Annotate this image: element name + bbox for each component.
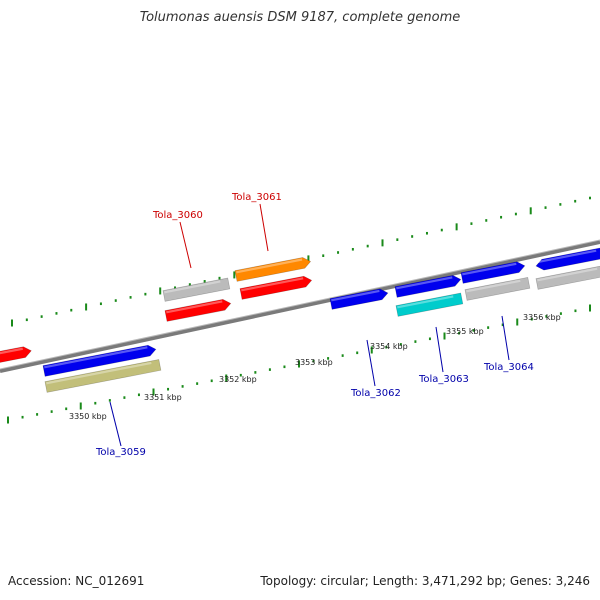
genome-summary-text: Topology: circular; Length: 3,471,292 bp… <box>260 574 590 588</box>
leader-Tola_3062 <box>366 339 376 387</box>
feature-blue-3-shine <box>462 262 517 276</box>
feature-gray-1-body[interactable] <box>162 277 231 302</box>
leader-Tola_3060 <box>179 221 192 269</box>
label-leader-lines <box>109 203 510 447</box>
feature-orange-3061[interactable] <box>234 256 312 282</box>
feature-blue-3-body[interactable] <box>460 260 526 284</box>
feature-gray-3064-body[interactable] <box>464 277 531 301</box>
leader-Tola_3063 <box>435 326 444 373</box>
gene-label-Tola_3064[interactable]: Tola_3064 <box>483 362 534 373</box>
feature-cyan-3063-shine <box>397 295 454 309</box>
feature-red-left-body[interactable] <box>0 345 32 364</box>
tick-label-1: 3351 kbp <box>144 393 182 402</box>
feature-gray-3064-shine <box>466 279 521 293</box>
gene-label-Tola_3060[interactable]: Tola_3060 <box>152 210 203 221</box>
feature-blue-2-shine <box>396 276 453 290</box>
feature-red-3060-body[interactable] <box>164 298 232 322</box>
backbone-line <box>0 240 600 373</box>
feature-gray-4-body[interactable] <box>535 264 600 290</box>
feature-blue-3062[interactable] <box>329 288 389 310</box>
tick-label-4: 3354 kbp <box>370 342 408 351</box>
feature-blue-1[interactable] <box>42 344 157 377</box>
feature-blue-3[interactable] <box>460 260 526 284</box>
feature-khaki-3059-shine <box>46 361 152 385</box>
tick-label-3: 3353 kbp <box>295 358 333 367</box>
tick-label-2: 3352 kbp <box>219 375 257 384</box>
feature-red-2-shine <box>241 277 304 292</box>
feature-gray-1-shine <box>164 280 221 294</box>
feature-orange-3061-shine <box>236 258 303 274</box>
feature-gray-4-shine <box>537 267 598 282</box>
feature-cyan-3063-body[interactable] <box>395 292 464 317</box>
feature-blue-1-body[interactable] <box>42 344 157 377</box>
feature-blue-3062-shine <box>331 289 380 302</box>
tick-label-0: 3350 kbp <box>69 412 107 421</box>
feature-gray-1[interactable] <box>162 277 231 302</box>
feature-blue-4-shine <box>536 249 597 264</box>
feature-red-2-body[interactable] <box>239 275 313 300</box>
leader-Tola_3064 <box>501 315 510 361</box>
gene-labels: Tola_3060 Tola_3061 Tola_3059 Tola_3062 Tola… <box>95 192 534 458</box>
inner-tick-marks <box>7 304 591 424</box>
feature-blue-3062-body[interactable] <box>329 288 389 310</box>
backbone-highlight <box>0 239 600 370</box>
feature-red-left-shine <box>0 347 23 356</box>
gene-label-Tola_3059[interactable]: Tola_3059 <box>95 447 146 458</box>
feature-blue-1-shine <box>44 346 148 369</box>
gene-label-Tola_3061[interactable]: Tola_3061 <box>231 192 282 203</box>
feature-red-2[interactable] <box>239 275 313 300</box>
feature-gray-4[interactable] <box>535 264 600 290</box>
feature-gray-3064[interactable] <box>464 277 531 301</box>
genome-title: Tolumonas auensis DSM 9187, complete gen… <box>139 10 461 25</box>
genome-backbone <box>0 239 600 373</box>
feature-khaki-3059[interactable] <box>44 359 162 393</box>
leader-Tola_3061 <box>259 203 269 252</box>
feature-blue-4-body[interactable] <box>535 246 600 271</box>
feature-blue-4[interactable] <box>535 246 600 271</box>
tick-label-5: 3355 kbp <box>446 327 484 336</box>
accession-text: Accession: NC_012691 <box>8 574 145 588</box>
leader-Tola_3059 <box>109 401 122 447</box>
gene-label-Tola_3062[interactable]: Tola_3062 <box>350 388 401 399</box>
feature-cyan-3063[interactable] <box>395 292 464 317</box>
outer-tick-marks <box>11 196 591 327</box>
feature-orange-3061-body[interactable] <box>234 256 312 282</box>
feature-blue-2-body[interactable] <box>394 274 462 298</box>
feature-arrows[interactable] <box>0 246 600 393</box>
feature-blue-2[interactable] <box>394 274 462 298</box>
feature-red-3060-shine <box>166 300 223 314</box>
feature-red-3060[interactable] <box>164 298 232 322</box>
tick-labels: 3350 kbp 3351 kbp 3352 kbp 3353 kbp 3354 kbp… <box>69 313 561 421</box>
gene-label-Tola_3063[interactable]: Tola_3063 <box>418 374 469 385</box>
tick-label-6: 3356 kbp <box>523 313 561 322</box>
feature-red-left[interactable] <box>0 345 32 364</box>
feature-khaki-3059-body[interactable] <box>44 359 162 393</box>
